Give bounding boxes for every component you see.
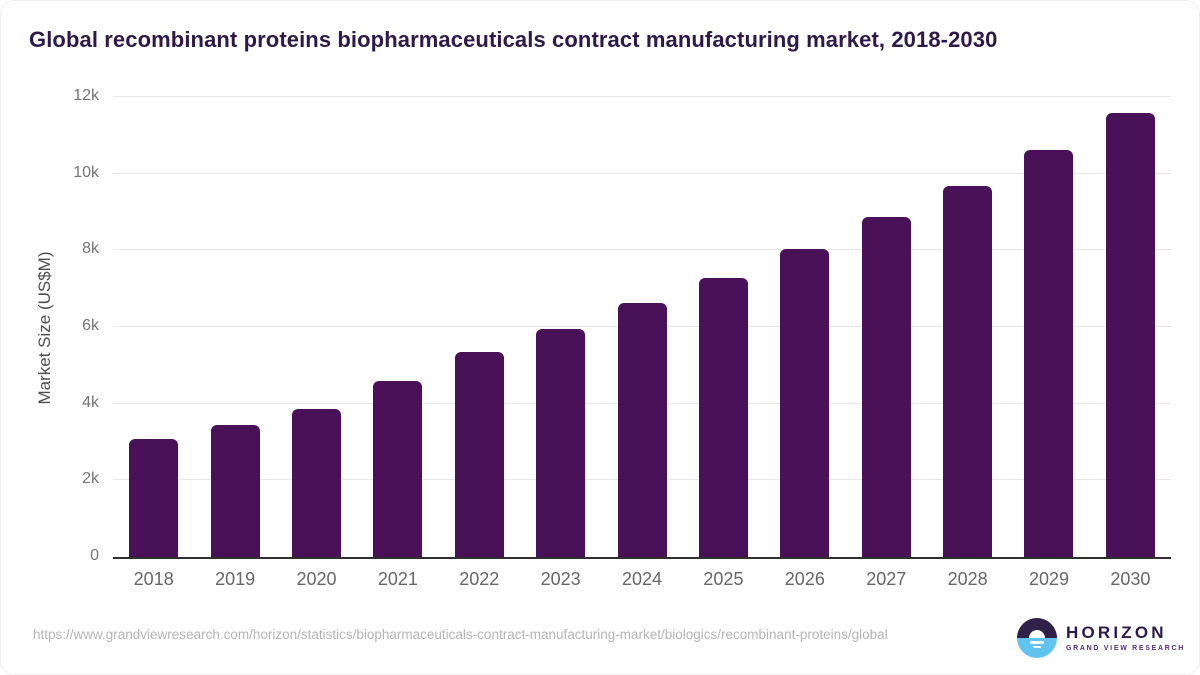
bar-2027[interactable] [861,217,911,557]
logo-name: HORIZON [1066,623,1167,643]
bar-slot [439,97,520,557]
x-axis-tick-labels: 2018 2019 2020 2021 2022 2023 2024 2025 2026 2027… [113,569,1171,590]
y-tick-label: 2k [82,470,99,488]
bar-2020[interactable] [291,408,341,557]
x-tick-label: 2024 [622,569,663,589]
horizon-sun-icon [1017,618,1057,658]
y-tick-label: 6k [82,317,99,334]
bar-slot [276,97,357,557]
y-tick-label: 10k [73,163,99,181]
gridline [113,172,1171,174]
bar-slot [601,97,682,557]
bar-slot [113,97,194,557]
x-tick-label: 2025 [703,569,744,589]
y-tick-label: 4k [82,393,99,411]
x-tick-label: 2019 [215,569,256,589]
x-tick-label: 2029 [1028,569,1070,589]
x-tick-label: 2021 [377,569,418,589]
bar-slot [1090,97,1171,557]
x-tick-label: 2022 [459,569,500,589]
x-tick-label: 2018 [133,569,174,589]
y-axis-title: Market Size (US$M) [35,251,54,405]
bar-2028[interactable] [943,185,993,557]
y-tick-label: 8k [82,240,99,258]
bar-slot [927,97,1008,557]
logo-text-block: HORIZON GRAND VIEW RESEARCH [1066,623,1186,652]
bar-slot [683,97,764,557]
bars-layer [113,97,1171,557]
sun-shape [1029,630,1045,638]
bar-slot [520,97,601,557]
plot-area: 0 2k 4k 6k 8k 10k 12k 2018 2019 2020 2021 2022 2023… [73,87,1171,589]
x-tick-label: 2023 [540,569,581,589]
bar-2023[interactable] [536,328,586,557]
logo-subtext: GRAND VIEW RESEARCH [1066,644,1186,652]
bar-2018[interactable] [129,439,179,557]
bar-2021[interactable] [373,381,423,557]
page-title: Global recombinant proteins biopharmaceu… [29,27,998,52]
bar-2022[interactable] [454,351,504,557]
sun-reflection-line [1033,646,1041,648]
source-url: https://www.grandviewresearch.com/horizo… [33,627,888,642]
horizon-logo: HORIZON GRAND VIEW RESEARCH [1017,618,1185,658]
bar-2019[interactable] [210,424,260,557]
bar-2030[interactable] [1105,112,1155,557]
bar-2026[interactable] [780,248,830,557]
x-tick-label: 2028 [947,569,988,589]
y-tick-label: 12k [73,87,99,104]
bar-slot [1008,97,1089,557]
y-tick-label: 0 [90,547,99,564]
x-tick-label: 2030 [1110,569,1151,589]
x-tick-label: 2027 [866,569,907,589]
gridline [113,249,1171,251]
sun-reflection-line [1030,641,1044,644]
bar-2024[interactable] [617,303,667,557]
x-tick-label: 2020 [296,569,337,589]
bar-slot [764,97,845,557]
gridline [113,96,1171,97]
bar-slot [357,97,438,557]
bar-slot [194,97,275,557]
bar-slot [846,97,927,557]
bar-2025[interactable] [698,277,748,557]
bar-2029[interactable] [1024,150,1074,557]
x-tick-label: 2026 [784,569,825,589]
